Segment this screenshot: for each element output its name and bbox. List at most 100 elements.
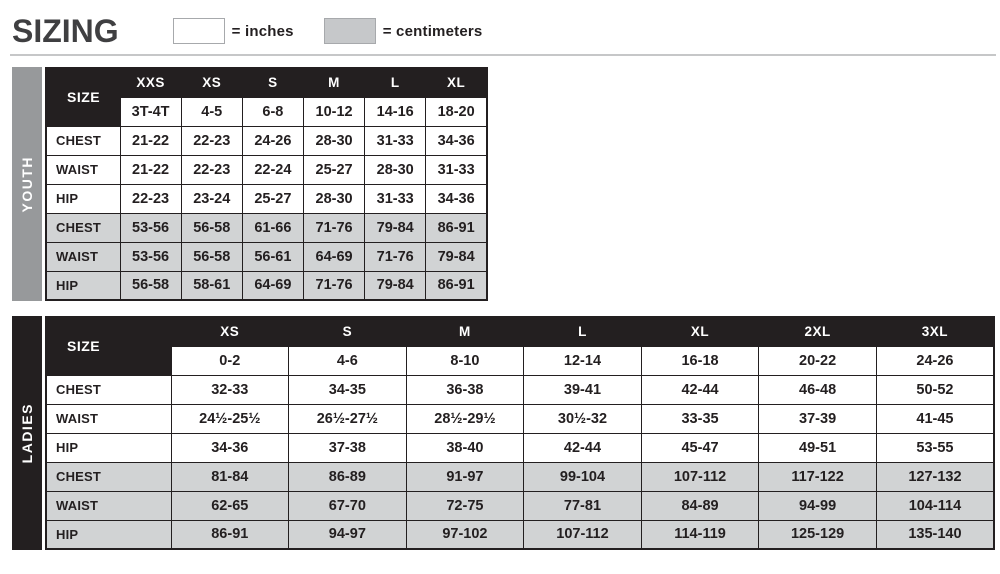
measurement-value: 71-76 xyxy=(302,212,366,243)
size-range-row: 0-2 4-6 8-10 12-14 16-18 20-22 24-26 xyxy=(46,345,995,376)
measurement-value: 42-44 xyxy=(640,374,760,405)
size-column-header: S xyxy=(241,67,304,98)
youth-section: YOUTH SIZE XXS XS S M L XL 3T-4T 4-5 6-8 10-12 14-1… xyxy=(12,67,1000,301)
measurement-value: 53-56 xyxy=(119,212,182,243)
inches-row: HIP 22-23 23-24 25-27 28-30 31-33 34-36 xyxy=(45,183,488,214)
measurement-value: 72-75 xyxy=(405,490,525,521)
legend-item-inches: = inches xyxy=(172,18,294,44)
measurement-value: 46-48 xyxy=(758,374,877,405)
inches-row: WAIST 24½-25½ 26½-27½ 28½-29½ 30½-32 33-35 37-… xyxy=(45,403,995,434)
measurement-value: 28-30 xyxy=(302,183,366,214)
measurement-value: 94-97 xyxy=(288,519,407,550)
measurement-value: 107-112 xyxy=(523,519,642,550)
measurement-value: 62-65 xyxy=(170,490,290,521)
inches-swatch xyxy=(172,18,225,44)
size-column-header: XL xyxy=(640,316,760,347)
size-range-cell: 4-6 xyxy=(288,345,407,376)
header-divider xyxy=(10,54,996,56)
measurement-value: 135-140 xyxy=(875,519,995,550)
size-range-cell: 0-2 xyxy=(170,345,290,376)
measurement-value: 22-23 xyxy=(119,183,182,214)
size-range-cell: 6-8 xyxy=(241,96,304,127)
measurement-label: HIP xyxy=(45,183,121,214)
measurement-value: 24-26 xyxy=(241,125,304,156)
measurement-label: HIP xyxy=(45,270,121,301)
inches-label: = inches xyxy=(231,22,294,40)
measurement-value: 36-38 xyxy=(405,374,525,405)
centimeters-swatch xyxy=(323,18,376,44)
measurement-value: 91-97 xyxy=(405,461,525,492)
measurement-value: 21-22 xyxy=(119,125,182,156)
centimeters-row: WAIST 62-65 67-70 72-75 77-81 84-89 94-99 104-1… xyxy=(45,490,995,521)
ladies-section: LADIES SIZE XS S M L XL 2XL 3XL 0-2 4-6 8-10 12-14 1… xyxy=(12,316,1000,550)
size-column-header: L xyxy=(364,67,427,98)
measurement-value: 58-61 xyxy=(180,270,243,301)
centimeters-row: WAIST 53-56 56-58 56-61 64-69 71-76 79-84 xyxy=(45,241,488,272)
measurement-value: 23-24 xyxy=(180,183,243,214)
size-column-header: XS xyxy=(170,316,290,347)
size-header-row: SIZE XS S M L XL 2XL 3XL xyxy=(45,316,995,376)
size-range-cell: 16-18 xyxy=(640,345,760,376)
measurement-label: WAIST xyxy=(45,154,121,185)
measurement-value: 28-30 xyxy=(302,125,366,156)
measurement-value: 56-61 xyxy=(241,241,304,272)
measurement-value: 53-55 xyxy=(875,432,995,463)
measurement-value: 31-33 xyxy=(425,154,488,185)
measurement-value: 125-129 xyxy=(758,519,877,550)
measurement-label: CHEST xyxy=(45,212,121,243)
size-column-header: M xyxy=(302,67,366,98)
size-column-header: XL xyxy=(425,67,488,98)
measurement-value: 99-104 xyxy=(523,461,642,492)
measurement-value: 56-58 xyxy=(180,212,243,243)
ladies-sidebar: LADIES xyxy=(12,316,42,550)
size-range-cell: 10-12 xyxy=(302,96,366,127)
size-column-header: M xyxy=(405,316,525,347)
page-title: SIZING xyxy=(12,12,119,49)
size-range-cell: 20-22 xyxy=(758,345,877,376)
measurement-value: 34-36 xyxy=(170,432,290,463)
measurement-label: WAIST xyxy=(45,241,121,272)
measurement-value: 117-122 xyxy=(758,461,877,492)
measurement-value: 28½-29½ xyxy=(405,403,525,434)
measurement-value: 64-69 xyxy=(241,270,304,301)
centimeters-row: HIP 86-91 94-97 97-102 107-112 114-119 125-129… xyxy=(45,519,995,550)
measurement-value: 104-114 xyxy=(875,490,995,521)
inches-row: WAIST 21-22 22-23 22-24 25-27 28-30 31-33 xyxy=(45,154,488,185)
measurement-value: 86-89 xyxy=(288,461,407,492)
size-range-cell: 3T-4T xyxy=(119,96,182,127)
measurement-label: CHEST xyxy=(45,125,121,156)
measurement-value: 31-33 xyxy=(364,125,427,156)
measurement-value: 97-102 xyxy=(405,519,525,550)
measurement-label: HIP xyxy=(45,519,172,550)
measurement-value: 38-40 xyxy=(405,432,525,463)
measurement-value: 28-30 xyxy=(364,154,427,185)
size-range-cell: 12-14 xyxy=(523,345,642,376)
size-range-cell: 24-26 xyxy=(875,345,995,376)
measurement-value: 107-112 xyxy=(640,461,760,492)
measurement-value: 22-23 xyxy=(180,154,243,185)
measurement-value: 42-44 xyxy=(523,432,642,463)
measurement-value: 61-66 xyxy=(241,212,304,243)
measurement-value: 25-27 xyxy=(302,154,366,185)
size-range-cell: 18-20 xyxy=(425,96,488,127)
ladies-size-table: SIZE XS S M L XL 2XL 3XL 0-2 4-6 8-10 12-14 16-18 20-… xyxy=(45,316,995,550)
size-column-header: L xyxy=(523,316,642,347)
measurement-value: 127-132 xyxy=(875,461,995,492)
size-range-cell: 14-16 xyxy=(364,96,427,127)
measurement-label: CHEST xyxy=(45,374,172,405)
size-header-cell: SIZE xyxy=(45,316,172,376)
centimeters-label: = centimeters xyxy=(382,22,483,40)
centimeters-row: CHEST 81-84 86-89 91-97 99-104 107-112 117-122… xyxy=(45,461,995,492)
page-header: SIZING = inches = centimeters xyxy=(0,0,1000,52)
measurement-value: 53-56 xyxy=(119,241,182,272)
measurement-value: 49-51 xyxy=(758,432,877,463)
youth-sidebar-label: YOUTH xyxy=(19,155,35,213)
measurement-value: 81-84 xyxy=(170,461,290,492)
size-header-cell: SIZE xyxy=(45,67,121,127)
ladies-sidebar-label: LADIES xyxy=(19,402,35,464)
centimeters-row: CHEST 53-56 56-58 61-66 71-76 79-84 86-91 xyxy=(45,212,488,243)
measurement-value: 50-52 xyxy=(875,374,995,405)
measurement-value: 71-76 xyxy=(364,241,427,272)
inches-row: HIP 34-36 37-38 38-40 42-44 45-47 49-51 53-55 xyxy=(45,432,995,463)
measurement-value: 34-36 xyxy=(425,125,488,156)
